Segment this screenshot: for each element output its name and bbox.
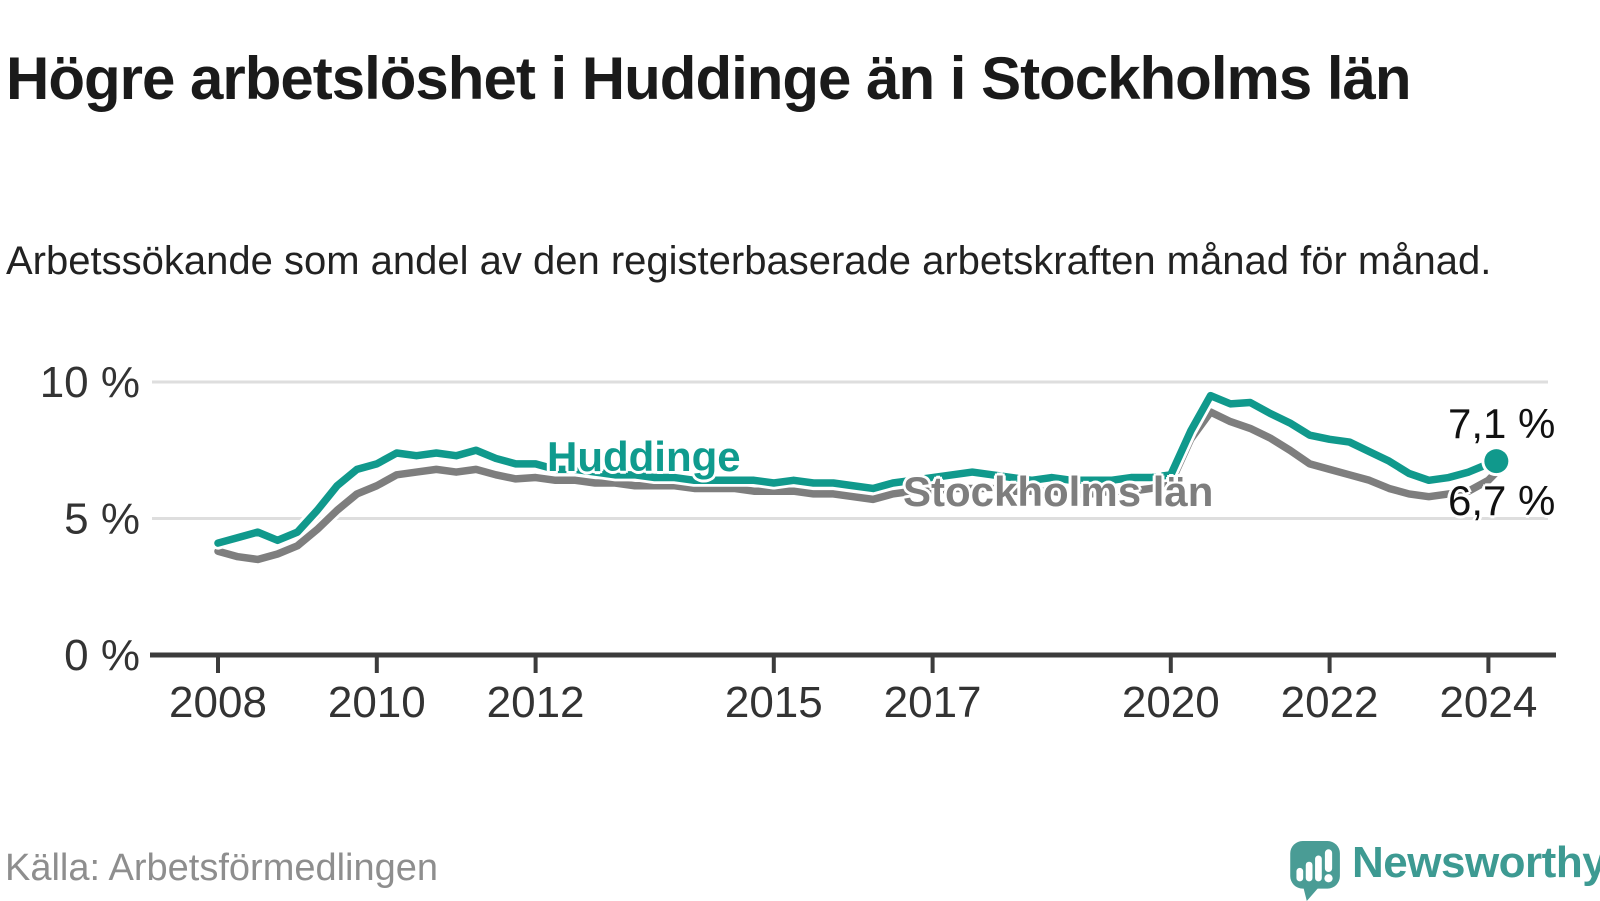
newsworthy-logo: Newsworthy [1286,838,1600,901]
chart-title: Högre arbetslöshet i Huddinge än i Stock… [6,45,1412,113]
huddinge-line [214,391,1501,547]
series-label-stockholms-lan: Stockholms län [903,468,1214,515]
stockholm-line [214,408,1501,564]
y-tick-label: 10 % [40,358,140,407]
x-tick-label: 2010 [328,678,426,727]
line-chart: 0 % 5 % 10 % 2008 2010 2012 2015 2017 2020 2022 20… [0,330,1600,760]
x-tick-label: 2020 [1122,678,1220,727]
newsworthy-logo-text: Newsworthy [1352,838,1600,887]
end-value-label-stockholms-lan: 6,7 % [1448,477,1556,524]
y-tick-label: 0 % [64,631,140,680]
newsworthy-logo-icon [1290,841,1340,901]
end-value-label-huddinge: 7,1 % [1448,400,1556,447]
x-tick-label: 2015 [725,678,823,727]
source-note: Källa: Arbetsförmedlingen [5,847,439,889]
x-tick-label: 2024 [1439,678,1537,727]
chart-subtitle: Arbetssökande som andel av den registerb… [6,239,1492,283]
endpoint-dot [1484,449,1509,474]
x-tick-label: 2008 [169,678,267,727]
x-tick-label: 2012 [487,678,585,727]
series-label-huddinge: Huddinge [547,433,741,480]
chart-plot: 0 % 5 % 10 % 2008 2010 2012 2015 2017 2020 2022 20… [40,358,1556,727]
y-tick-label: 5 % [64,495,140,544]
x-tick-label: 2017 [884,678,982,727]
x-tick-label: 2022 [1281,678,1379,727]
